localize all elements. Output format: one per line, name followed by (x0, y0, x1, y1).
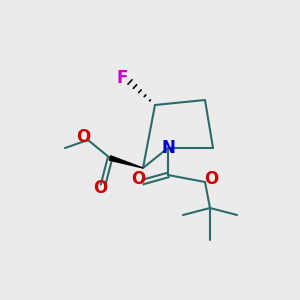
Text: F: F (116, 69, 128, 87)
Text: O: O (131, 170, 145, 188)
Text: O: O (93, 179, 107, 197)
Text: O: O (76, 128, 90, 146)
Text: O: O (204, 170, 218, 188)
Polygon shape (109, 156, 143, 168)
Text: N: N (161, 139, 175, 157)
